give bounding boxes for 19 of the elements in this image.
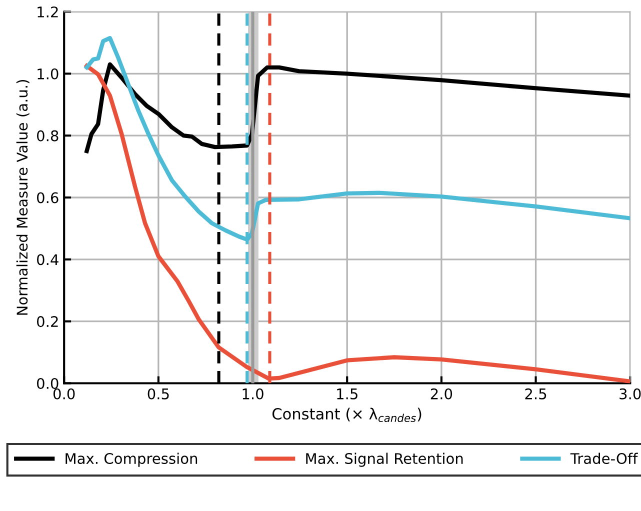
legend-label: Trade-Off — [570, 452, 638, 464]
x-tick-label: 1.5 — [337, 388, 358, 400]
y-tick-label: 1.2 — [38, 6, 58, 18]
x-tick-label: 2.5 — [525, 388, 546, 400]
x-tick-label: 3.0 — [620, 388, 641, 400]
x-tick-label: 0.5 — [148, 388, 169, 400]
x-tick-label: 1.0 — [242, 388, 264, 400]
x-tick-label: 0.0 — [53, 388, 75, 400]
y-tick-label: 0.4 — [37, 254, 58, 266]
y-tick-label: 0.6 — [37, 192, 58, 204]
y-tick-label: 0.2 — [37, 316, 58, 328]
legend-label: Max. Compression — [66, 452, 198, 467]
y-tick-label: 0.8 — [37, 130, 58, 142]
x-tick-label: 2.0 — [430, 388, 452, 400]
y-tick-label: 1.0 — [38, 68, 58, 80]
legend-label: Max. Signal Retention — [306, 452, 463, 467]
y-axis-title: Normalized Measure Value (a.u.) — [16, 80, 30, 315]
x-axis-title: Constant (× λ$_{candes}$) — [272, 408, 422, 422]
y-tick-label: 0.0 — [37, 378, 58, 389]
